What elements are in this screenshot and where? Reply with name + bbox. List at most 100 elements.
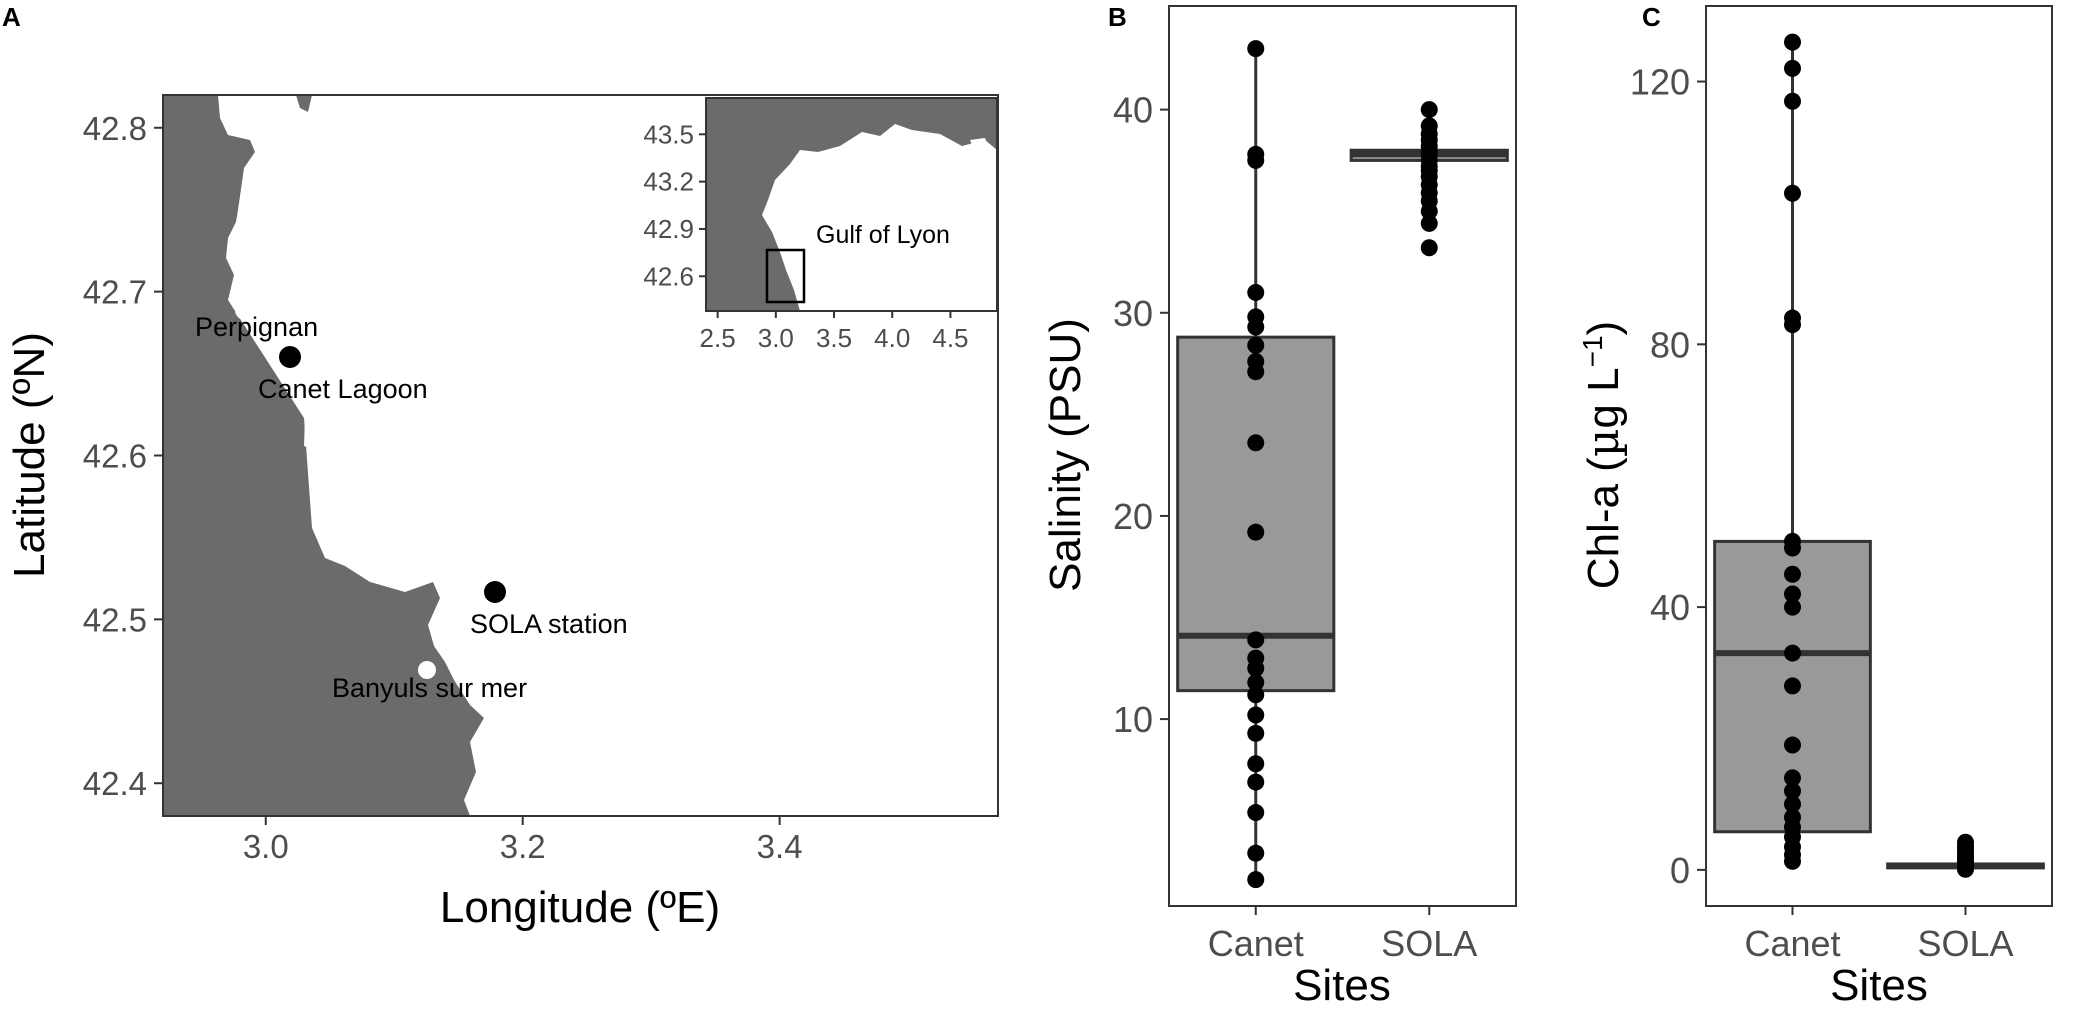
c-point-canet [1784, 769, 1801, 787]
inset-y-tick-label: 42.6 [643, 261, 694, 291]
c-x-tick-label-sola: SOLA [1917, 923, 2013, 964]
b-point-canet [1247, 674, 1265, 692]
b-point-canet [1247, 706, 1265, 724]
panel-c-letter: C [1642, 2, 1661, 32]
inset-x-axis: 2.5 3.0 3.5 4.0 4.5 [700, 311, 969, 353]
b-point-canet [1247, 318, 1265, 336]
inset-x-tick-label: 3.0 [758, 323, 794, 353]
inset-land [706, 98, 997, 311]
panel-b: B 10 20 30 40 Canet SOLA Sites Salinity (PSU… [1041, 2, 1517, 1010]
inset-map: Gulf of Lyon 2.5 3.0 3.5 4.0 4.5 43.5 43.2 42.… [643, 97, 998, 353]
label-banyuls: Banyuls sur mer [332, 673, 527, 703]
c-y-axis: 0 40 80 120 [1630, 62, 1706, 891]
b-point-canet [1247, 755, 1265, 773]
b-point-canet [1247, 151, 1265, 169]
b-point-sola [1420, 214, 1438, 232]
b-point-canet [1247, 686, 1265, 704]
b-point-canet [1247, 434, 1265, 452]
c-point-canet [1784, 92, 1801, 110]
c-point-canet [1784, 585, 1801, 603]
point-sola-station [484, 581, 506, 603]
panel-b-letter: B [1108, 2, 1127, 32]
b-point-canet [1247, 871, 1265, 889]
inset-study-area-box [765, 248, 806, 304]
label-perpignan: Perpignan [195, 312, 318, 342]
c-y-title-mu: µ [1578, 429, 1629, 458]
b-y-axis: 10 20 30 40 [1113, 90, 1169, 740]
b-point-canet [1247, 40, 1265, 58]
c-point-canet [1784, 677, 1801, 695]
inset-y-tick-label: 43.5 [643, 119, 694, 149]
b-y-tick-label: 30 [1113, 293, 1153, 334]
b-point-canet [1247, 631, 1265, 649]
b-point-canet [1247, 804, 1265, 822]
inset-frame [705, 97, 998, 312]
point-banyuls [418, 661, 436, 679]
label-sola-station: SOLA station [470, 609, 628, 639]
c-y-tick-label: 40 [1650, 587, 1690, 628]
b-y-tick-label: 20 [1113, 496, 1153, 537]
b-plot-area [1176, 40, 1509, 889]
c-point-canet [1784, 33, 1801, 51]
b-y-tick-label: 10 [1113, 699, 1153, 740]
a-x-tick-label: 3.2 [500, 828, 546, 865]
b-point-canet [1247, 283, 1265, 301]
c-point-canet [1784, 782, 1801, 800]
c-point-canet [1784, 184, 1801, 202]
b-point-canet [1247, 363, 1265, 381]
c-point-canet [1784, 598, 1801, 616]
point-canet-lagoon [279, 346, 301, 368]
b-point-canet [1247, 659, 1265, 677]
panel-c: C 0 40 80 120 Canet SOLA Sites Chl-a (µg L−1… [1577, 2, 2053, 1010]
b-point-sola [1420, 239, 1438, 257]
b-point-sola [1420, 202, 1438, 220]
c-y-tick-label: 120 [1630, 62, 1690, 103]
a-y-tick-label: 42.5 [83, 601, 147, 638]
map-land-islet [296, 95, 312, 112]
c-y-tick-label: 0 [1670, 850, 1690, 891]
a-y-axis: 42.4 42.5 42.6 42.7 42.8 [83, 110, 163, 802]
a-y-tick-label: 42.8 [83, 110, 147, 147]
b-y-tick-label: 40 [1113, 90, 1153, 131]
c-point-canet [1784, 852, 1801, 870]
c-point-canet [1784, 736, 1801, 754]
b-point-canet [1247, 773, 1265, 791]
inset-x-tick-label: 2.5 [700, 323, 736, 353]
panel-a: A 3.0 3.2 3.4 42.4 42.5 42.6 42.7 42.8 Longitu… [2, 2, 999, 932]
a-y-tick-label: 42.4 [83, 765, 147, 802]
b-point-canet [1247, 724, 1265, 742]
c-point-sola [1957, 860, 1974, 878]
b-y-axis-title: Salinity (PSU) [1041, 318, 1090, 592]
a-y-tick-label: 42.7 [83, 274, 147, 311]
c-point-canet [1784, 316, 1801, 334]
c-x-tick-label-canet: Canet [1744, 923, 1840, 964]
point-perpignan [235, 300, 255, 320]
inset-y-axis: 43.5 43.2 42.9 42.6 [643, 119, 706, 291]
b-x-tick-label-sola: SOLA [1381, 923, 1477, 964]
inset-label-gulf-of-lyon: Gulf of Lyon [816, 221, 950, 249]
c-y-axis-title: Chl-a (µg L−1) [1577, 321, 1629, 589]
b-x-tick-label-canet: Canet [1208, 923, 1304, 964]
inset-x-tick-label: 3.5 [816, 323, 852, 353]
inset-water-bit [970, 138, 990, 152]
b-x-axis: Canet SOLA [1208, 906, 1477, 964]
c-y-title-rest: g L [1579, 367, 1628, 428]
b-x-axis-title: Sites [1293, 961, 1391, 1010]
coastal-lagoon-water [304, 386, 312, 448]
inset-y-tick-label: 42.9 [643, 214, 694, 244]
c-y-title-close: ) [1579, 321, 1628, 336]
b-point-canet [1247, 336, 1265, 354]
c-point-canet [1784, 539, 1801, 557]
a-x-tick-label: 3.0 [243, 828, 289, 865]
a-y-tick-label: 42.6 [83, 438, 147, 475]
inset-x-tick-label: 4.0 [874, 323, 910, 353]
c-y-title-main: Chl-a ( [1579, 457, 1628, 589]
c-point-canet [1784, 644, 1801, 662]
a-x-tick-label: 3.4 [757, 828, 803, 865]
b-point-canet [1247, 844, 1265, 862]
b-point-sola [1420, 101, 1438, 119]
a-y-axis-title: Latitude (ºN) [5, 332, 54, 578]
c-plot-area [1713, 33, 2045, 878]
c-x-axis-title: Sites [1830, 961, 1928, 1010]
